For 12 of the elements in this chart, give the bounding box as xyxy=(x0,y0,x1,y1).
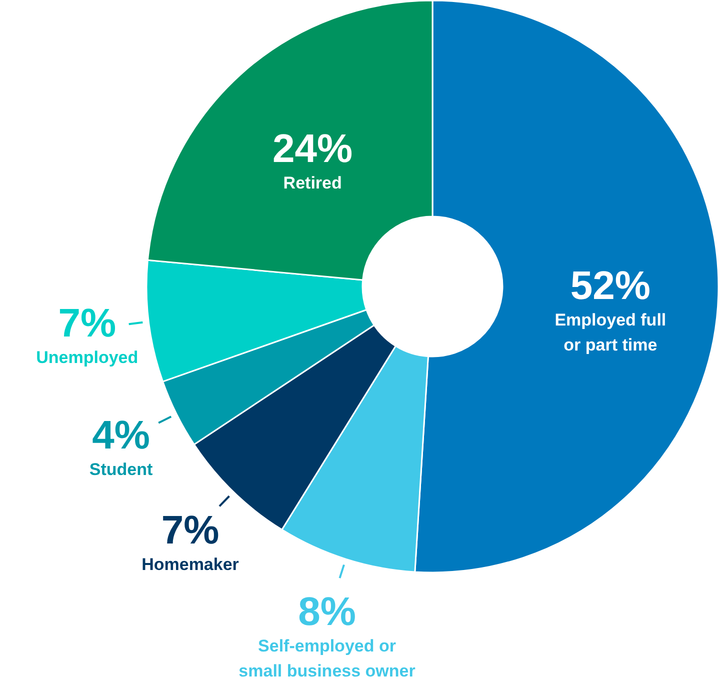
data-label: 7% xyxy=(161,508,220,552)
slice-label: Homemaker xyxy=(142,554,240,574)
data-label: 4% xyxy=(92,414,150,458)
slice-label: Unemployed xyxy=(36,348,138,367)
data-label: 52% xyxy=(570,264,650,308)
data-label: 24% xyxy=(272,126,353,171)
slice-label: Student xyxy=(89,460,153,480)
slice-label: Retired xyxy=(283,173,342,192)
slice-label: Self-employed or small business owner xyxy=(238,636,416,681)
data-label: 7% xyxy=(58,301,116,346)
data-label: 8% xyxy=(298,590,356,634)
slice-label: Employed full or part time xyxy=(554,310,666,354)
